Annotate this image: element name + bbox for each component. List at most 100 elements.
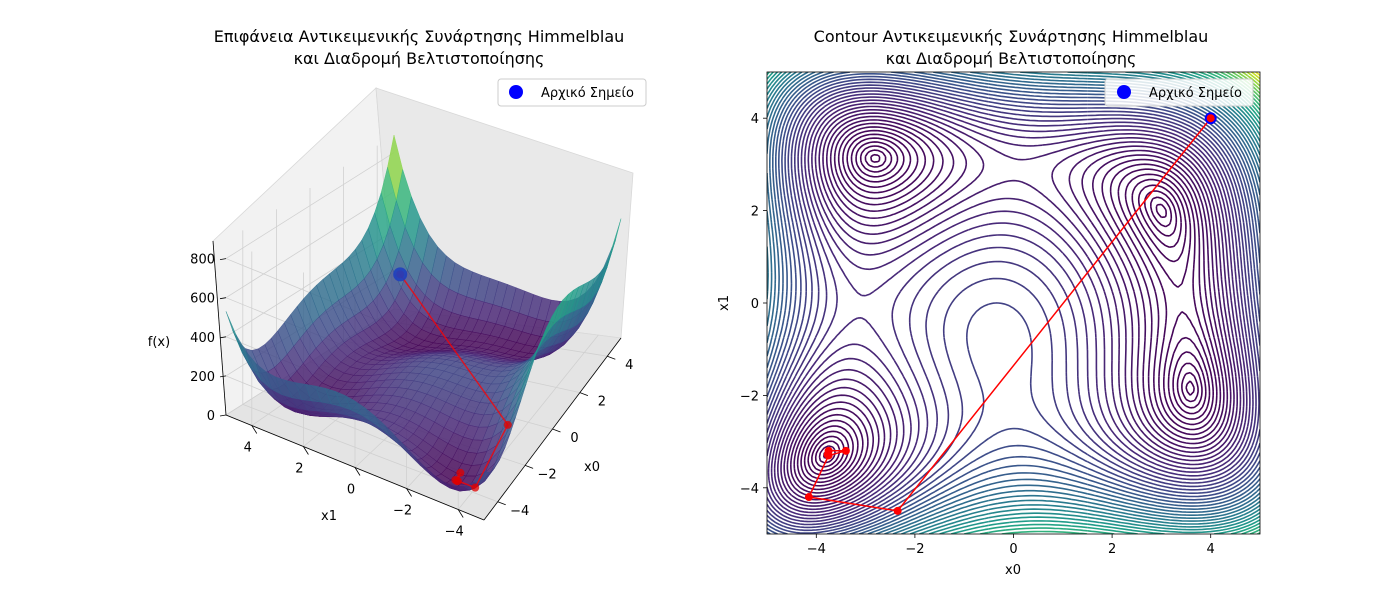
surface-z-tick <box>219 297 227 300</box>
contour-path-point <box>1206 114 1215 123</box>
surface-path-point <box>471 483 480 492</box>
surface-z-label: f(x) <box>148 335 170 350</box>
surface-y-tick <box>406 488 412 497</box>
contour-x-label: x0 <box>1005 563 1021 578</box>
surface-x-tick-label: −4 <box>510 504 529 519</box>
surface-x-tick <box>524 465 534 469</box>
contour-level-line <box>770 99 1248 514</box>
contour-legend: Αρχικό Σημείο <box>1104 78 1254 107</box>
surface-path-point <box>503 420 512 429</box>
surface-x-tick-label: 2 <box>598 395 606 410</box>
surface-y-label: x1 <box>321 509 337 524</box>
contour-level-line <box>800 129 1218 484</box>
surface-z-tick-label: 200 <box>190 370 215 385</box>
contour-level-line <box>767 84 1260 529</box>
contour-level-line <box>796 126 1222 487</box>
contour-level-line <box>818 149 1199 464</box>
contour-level-line <box>767 73 1260 534</box>
surface-legend-marker <box>509 85 523 99</box>
contour-y-tick-label: 0 <box>751 297 759 312</box>
contour-level-line <box>767 72 1260 534</box>
contour-level-line <box>783 112 1235 501</box>
surface-x-tick <box>607 355 616 360</box>
surface-z-ticks: 0 200 400 600 800 <box>190 253 227 424</box>
contour-path-point <box>823 450 832 459</box>
surface-z-tick-label: 400 <box>190 331 215 346</box>
contour-chart: Contour Αντικειμενικής Συνάρτησης Himmel… <box>717 27 1261 578</box>
contour-path <box>804 112 1217 515</box>
surface-x-tick <box>497 501 506 506</box>
contour-title-line2: και Διαδρομή Βελτιστοποίησης <box>886 49 1137 68</box>
surface-y-tick-label: 2 <box>295 462 303 477</box>
contour-path-point <box>893 506 902 515</box>
surface-y-ticks: −4 −2 0 2 4 <box>244 425 464 540</box>
surface-x-tick-label: −2 <box>538 467 557 482</box>
contour-level-line <box>786 115 1232 498</box>
surface-y-tick-label: 0 <box>347 483 355 498</box>
surface-y-tick-label: −4 <box>445 525 464 540</box>
surface-x-tick <box>579 392 589 396</box>
surface-z-tick <box>219 375 227 378</box>
surface-z-tick <box>219 336 227 339</box>
contour-x-ticks: −4 −2 0 2 4 <box>807 534 1215 557</box>
surface-title-line2: και Διαδρομή Βελτιστοποίησης <box>294 49 545 68</box>
surface-z-tick-label: 600 <box>190 292 215 307</box>
contour-y-tick-label: 2 <box>751 205 759 220</box>
contour-level-line <box>793 122 1225 491</box>
contour-x-tick-label: 2 <box>1108 542 1116 557</box>
surface-legend: Αρχικό Σημείο <box>497 78 647 107</box>
contour-level-line <box>811 141 1207 472</box>
surface-z-tick-label: 800 <box>190 253 215 268</box>
contour-level-line <box>790 119 1229 494</box>
surface-x-tick-label: 4 <box>625 358 633 373</box>
contour-level-line <box>807 137 1211 476</box>
contour-y-tick-label: −2 <box>740 389 759 404</box>
surface-y-tick <box>354 467 361 476</box>
contour-y-label: x1 <box>717 295 732 311</box>
contour-title-line1: Contour Αντικειμενικής Συνάρτησης Himmel… <box>814 27 1209 46</box>
surface-z-tick-label: 0 <box>207 409 215 424</box>
surface-x-ticks: −4 −2 0 2 4 <box>497 355 633 519</box>
contour-level-line <box>767 90 1257 523</box>
surface-x-tick-label: 0 <box>570 431 578 446</box>
contour-level-line <box>767 93 1254 520</box>
surface-path <box>393 267 512 492</box>
surface-y-tick-label: 4 <box>244 441 252 456</box>
contour-x-tick-label: −2 <box>905 542 924 557</box>
contour-level-line <box>803 133 1214 480</box>
contour-level-line <box>767 81 1260 532</box>
contour-path-point <box>804 493 813 502</box>
contour-legend-marker <box>1117 85 1131 99</box>
contour-path-point <box>841 446 850 455</box>
contour-plot-area <box>767 72 1260 534</box>
contour-level-line <box>767 96 1251 517</box>
surface-z-axis-line <box>212 240 227 416</box>
contour-y-tick-label: 4 <box>751 112 759 127</box>
surface-x-label: x0 <box>584 460 600 475</box>
contour-legend-label: Αρχικό Σημείο <box>1149 86 1242 101</box>
surface-title-line1: Επιφάνεια Αντικειμενικής Συνάρτησης Himm… <box>214 27 625 46</box>
contour-level-line <box>777 105 1242 507</box>
contour-level-line <box>780 109 1238 504</box>
surface-legend-label: Αρχικό Σημείο <box>541 86 634 101</box>
surface-y-tick <box>457 509 464 518</box>
contour-level-line <box>773 102 1245 511</box>
surface-y-tick <box>303 446 309 455</box>
surface-x-tick <box>552 428 561 433</box>
contour-level-line <box>767 87 1260 526</box>
contour-level-line <box>767 75 1260 534</box>
contour-level-line <box>767 72 1260 534</box>
surface-path-point <box>456 468 465 477</box>
contour-x-tick-label: 0 <box>1009 542 1017 557</box>
contour-level-line <box>767 78 1260 534</box>
surface-z-tick <box>219 258 227 260</box>
surface-y-tick <box>251 425 258 434</box>
surface-start-point <box>393 267 408 282</box>
surface-y-tick-label: −2 <box>393 504 412 519</box>
contour-y-tick-label: −4 <box>740 482 759 497</box>
contour-level-line <box>814 145 1203 468</box>
surface-z-tick <box>219 414 227 417</box>
contour-y-ticks: −4 −2 0 2 4 <box>740 112 767 497</box>
surface-chart: Επιφάνεια Αντικειμενικής Συνάρτησης Himm… <box>148 27 647 540</box>
